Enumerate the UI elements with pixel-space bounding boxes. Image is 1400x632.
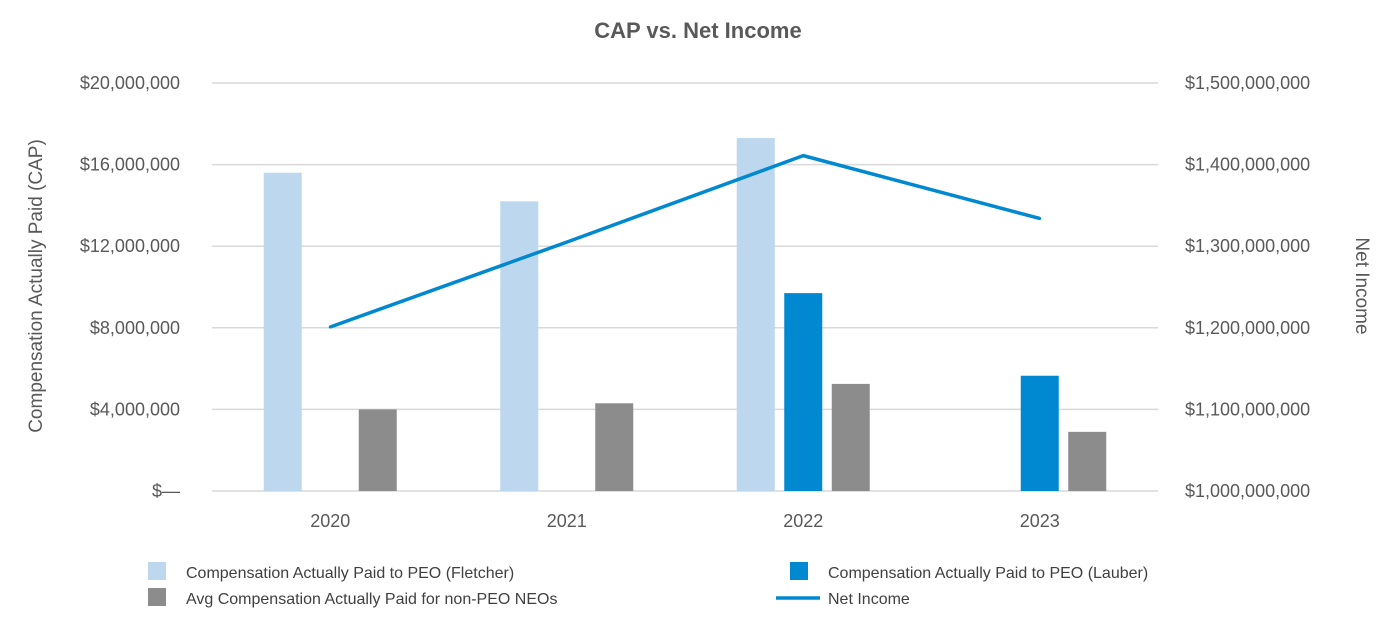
net-income-point <box>1038 216 1042 220</box>
x-axis-ticks: 2020 2021 2022 2023 <box>310 511 1060 531</box>
legend-swatch <box>790 562 808 580</box>
bar <box>500 201 539 491</box>
legend-swatch <box>148 562 166 580</box>
bar <box>263 172 302 491</box>
right-tick-label: $1,200,000,000 <box>1185 318 1310 338</box>
left-tick-label: $20,000,000 <box>80 73 180 93</box>
left-tick-label: $— <box>152 481 180 501</box>
legend-label: Net Income <box>828 591 910 608</box>
bar <box>358 409 397 491</box>
left-axis-title: Compensation Actually Paid (CAP) <box>26 139 47 433</box>
bar <box>595 403 634 491</box>
bar <box>736 138 775 491</box>
net-income-point <box>565 240 569 244</box>
right-axis-ticks: $1,000,000,000 $1,100,000,000 $1,200,000,0… <box>1185 73 1310 501</box>
legend-swatch <box>148 588 166 606</box>
right-tick-label: $1,400,000,000 <box>1185 155 1310 175</box>
net-income-line-path <box>329 153 1041 329</box>
chart-title: CAP vs. Net Income <box>594 18 801 43</box>
right-tick-label: $1,500,000,000 <box>1185 73 1310 93</box>
right-tick-label: $1,100,000,000 <box>1185 399 1310 419</box>
bar <box>1020 375 1059 491</box>
x-tick-label: 2022 <box>783 511 823 531</box>
legend-label: Compensation Actually Paid to PEO (Laube… <box>828 565 1148 582</box>
net-income-point <box>801 154 805 158</box>
legend-label: Avg Compensation Actually Paid for non-P… <box>186 591 557 608</box>
bar <box>784 293 823 491</box>
left-tick-label: $8,000,000 <box>90 318 180 338</box>
left-tick-label: $4,000,000 <box>90 399 180 419</box>
legend: Compensation Actually Paid to PEO (Fletc… <box>148 562 1148 608</box>
bar <box>831 383 870 491</box>
bars <box>263 138 1107 491</box>
left-tick-label: $16,000,000 <box>80 155 180 175</box>
net-income-line <box>328 153 1042 329</box>
x-tick-label: 2021 <box>547 511 587 531</box>
right-tick-label: $1,300,000,000 <box>1185 236 1310 256</box>
right-axis-title: Net Income <box>1351 237 1372 334</box>
net-income-point <box>328 325 332 329</box>
gridlines <box>212 82 1158 492</box>
x-tick-label: 2023 <box>1020 511 1060 531</box>
x-tick-label: 2020 <box>310 511 350 531</box>
left-tick-label: $12,000,000 <box>80 236 180 256</box>
left-axis-ticks: $— $4,000,000 $8,000,000 $12,000,000 $16,000… <box>80 73 180 501</box>
legend-label: Compensation Actually Paid to PEO (Fletc… <box>186 565 514 582</box>
bar <box>1068 431 1107 491</box>
right-tick-label: $1,000,000,000 <box>1185 481 1310 501</box>
